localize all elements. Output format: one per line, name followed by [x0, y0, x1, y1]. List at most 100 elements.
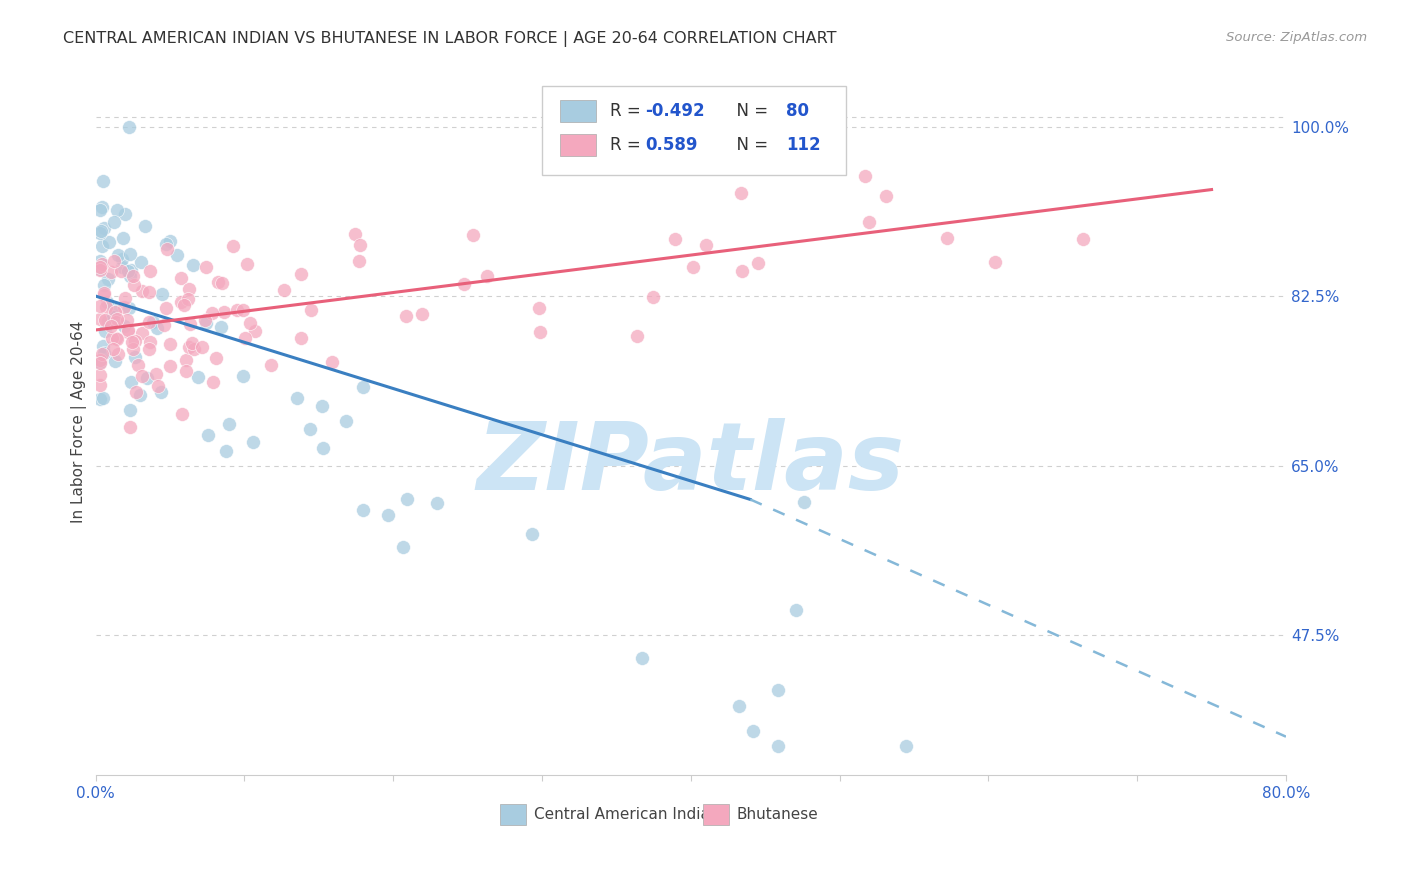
Point	[103, 214, 125, 228]
Point	[90, 239, 112, 253]
Point	[236, 257, 259, 271]
Point	[117, 323, 139, 337]
Point	[793, 495, 815, 509]
Point	[90, 200, 112, 214]
Point	[91, 257, 114, 271]
Point	[117, 263, 139, 277]
Point	[159, 235, 181, 249]
Point	[138, 314, 160, 328]
Point	[529, 325, 551, 339]
Point	[118, 120, 141, 134]
Point	[207, 275, 229, 289]
Point	[766, 739, 789, 754]
Point	[475, 269, 498, 284]
Point	[212, 304, 235, 318]
Point	[768, 683, 790, 698]
Point	[93, 285, 115, 300]
Point	[125, 385, 148, 400]
Point	[118, 268, 141, 283]
Text: CENTRAL AMERICAN INDIAN VS BHUTANESE IN LABOR FORCE | AGE 20-64 CORRELATION CHAR: CENTRAL AMERICAN INDIAN VS BHUTANESE IN …	[63, 31, 837, 47]
Point	[396, 491, 419, 506]
Point	[100, 265, 122, 279]
Point	[239, 316, 262, 330]
Point	[104, 315, 127, 329]
Point	[875, 189, 897, 203]
Point	[335, 414, 357, 428]
Point	[93, 277, 115, 292]
Point	[173, 298, 195, 312]
Point	[170, 408, 193, 422]
Text: R =: R =	[610, 102, 645, 120]
Point	[682, 260, 704, 275]
Point	[731, 264, 754, 278]
Point	[103, 254, 125, 268]
Point	[1071, 232, 1094, 246]
FancyBboxPatch shape	[541, 87, 845, 175]
Point	[105, 332, 128, 346]
Point	[89, 202, 111, 217]
Text: Central American Indians: Central American Indians	[534, 806, 727, 822]
Point	[118, 403, 141, 417]
Point	[101, 310, 124, 324]
Point	[285, 391, 308, 405]
Point	[89, 378, 111, 392]
Point	[179, 282, 201, 296]
Point	[105, 331, 128, 345]
Point	[118, 419, 141, 434]
Point	[93, 220, 115, 235]
Point	[156, 242, 179, 256]
Point	[105, 312, 128, 326]
Point	[90, 347, 112, 361]
Point	[138, 263, 160, 277]
Point	[183, 342, 205, 356]
Point	[117, 325, 139, 339]
Point	[202, 375, 225, 389]
Point	[155, 301, 177, 315]
Point	[170, 295, 193, 310]
Point	[630, 651, 652, 665]
Point	[352, 379, 374, 393]
Point	[150, 384, 173, 399]
Point	[211, 276, 233, 290]
Point	[91, 391, 114, 405]
Point	[101, 300, 124, 314]
Point	[179, 317, 201, 331]
Point	[174, 364, 197, 378]
Text: N =: N =	[727, 102, 773, 120]
Point	[243, 324, 266, 338]
Point	[118, 301, 141, 315]
Point	[110, 264, 132, 278]
Point	[463, 227, 485, 242]
Point	[936, 231, 959, 245]
Text: R =: R =	[610, 136, 651, 153]
Point	[984, 255, 1007, 269]
Point	[298, 421, 321, 435]
Point	[101, 343, 124, 357]
Text: 80: 80	[786, 102, 808, 120]
Text: 0.589: 0.589	[645, 136, 697, 153]
Point	[89, 226, 111, 240]
Point	[215, 444, 238, 458]
Point	[98, 235, 121, 250]
Point	[197, 428, 219, 442]
Point	[115, 312, 138, 326]
Point	[112, 318, 135, 333]
Point	[127, 358, 149, 372]
Point	[728, 698, 751, 713]
Point	[146, 379, 169, 393]
Point	[120, 246, 142, 260]
Point	[89, 260, 111, 274]
Point	[664, 232, 686, 246]
Point	[122, 268, 145, 283]
Point	[311, 399, 333, 413]
Point	[89, 300, 111, 314]
Point	[232, 302, 254, 317]
Point	[527, 301, 550, 315]
Point	[730, 186, 752, 201]
Point	[222, 239, 245, 253]
Point	[181, 259, 204, 273]
Point	[344, 227, 367, 241]
Point	[159, 337, 181, 351]
Point	[159, 359, 181, 374]
Point	[131, 254, 153, 268]
